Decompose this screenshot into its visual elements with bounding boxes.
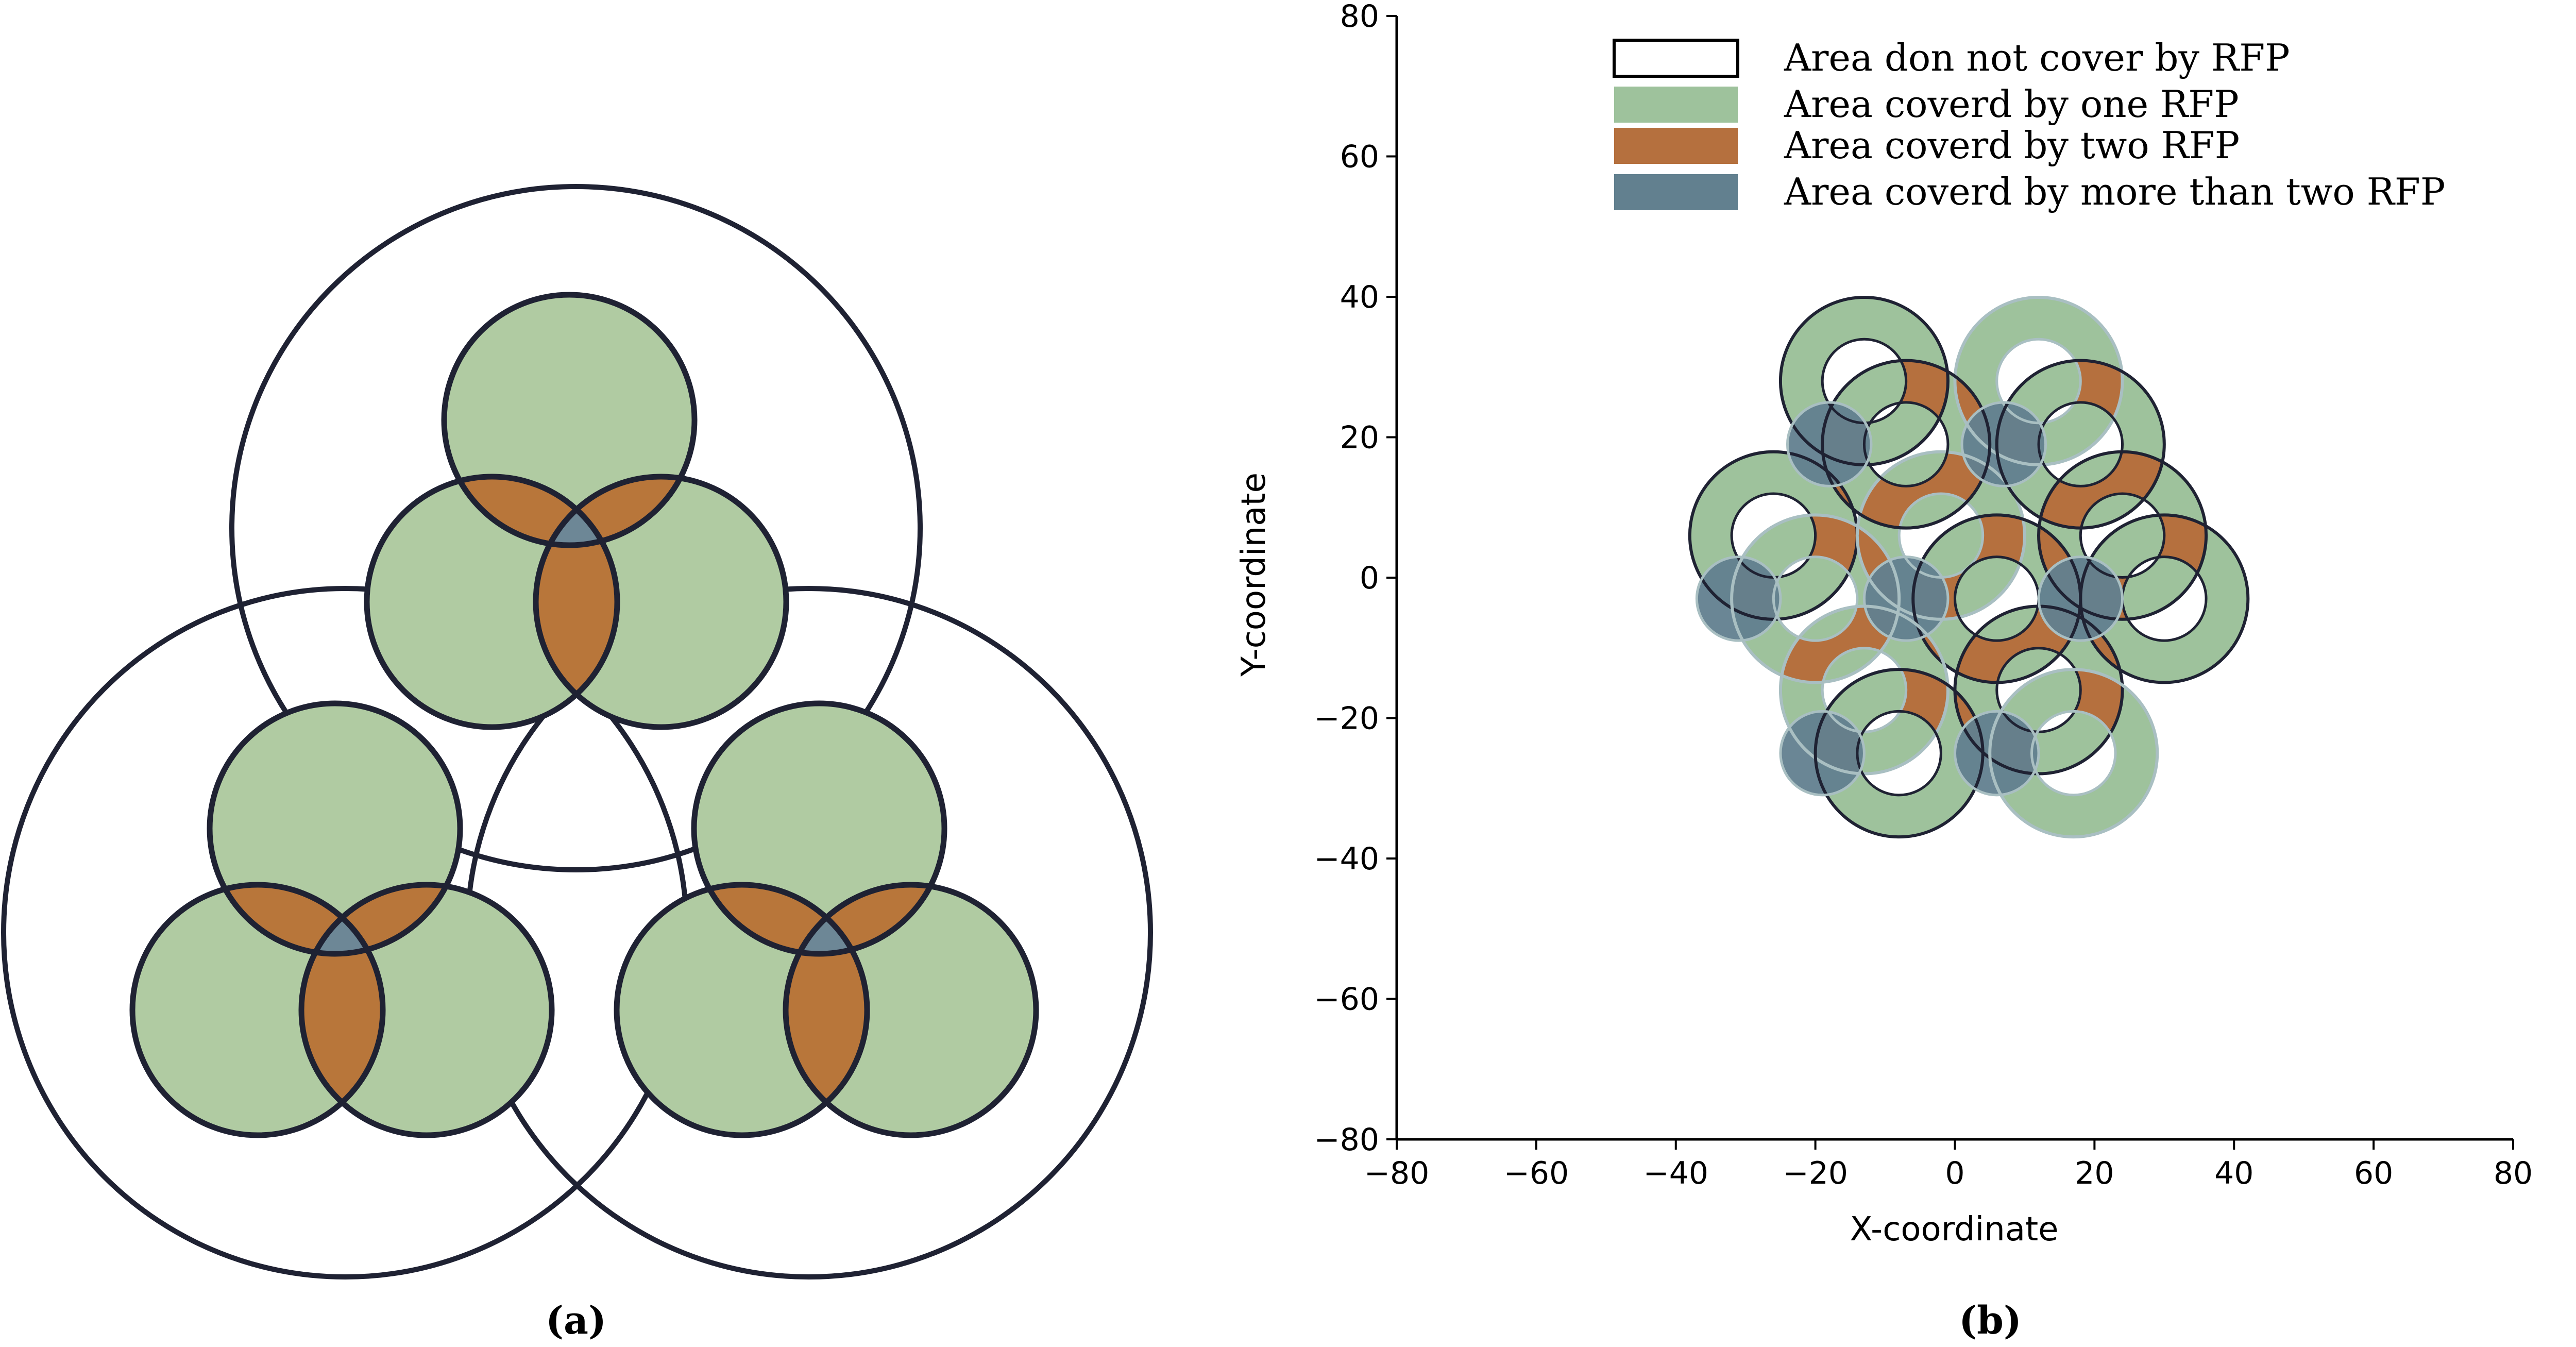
small-disk-outline (1954, 710, 2040, 797)
small-disk-outline (1862, 555, 1950, 642)
legend-label: Area coverd by more than two RFP (1784, 170, 2445, 213)
multi-coverage-disk (1780, 711, 1865, 795)
legend-swatch-orange (1614, 128, 1738, 164)
y-tick-label: −80 (1314, 1122, 1379, 1158)
legend-item: Area coverd by one RFP (1614, 82, 2239, 126)
rfp-circle-outline (441, 292, 698, 548)
rfp-circle-outline (129, 882, 386, 1138)
ring-inner-outline (2079, 492, 2166, 579)
double-coverage-area (1990, 669, 2123, 774)
ring-outer-outline (1995, 359, 2166, 530)
y-tick-label: −60 (1314, 982, 1379, 1018)
multi-coverage-disk (1955, 711, 2039, 795)
rfp-circle-outline (783, 882, 1039, 1138)
double-coverage-area (2080, 515, 2207, 619)
x-tick-label: 40 (2214, 1155, 2253, 1191)
ring-outer-outline (1814, 668, 1985, 839)
x-tick-label: −80 (1364, 1155, 1430, 1191)
double-coverage-area (1996, 360, 2123, 465)
x-tick-label: −60 (1504, 1155, 1569, 1191)
ring-outer-outline (1821, 359, 1992, 530)
rfp-circle-outline (691, 700, 947, 957)
y-tick-label: −40 (1314, 841, 1379, 877)
rfp-group-bottom-right (614, 700, 1039, 1138)
y-tick-label: 60 (1340, 139, 1379, 175)
ring-inner-outline (1856, 710, 1942, 797)
ring-inner-outline (1772, 555, 1859, 642)
small-disk-outline (2037, 555, 2124, 642)
legend-swatch-slate (1614, 174, 1738, 210)
legend-item: Area don not cover by RFP (1613, 36, 2290, 79)
rfp-circle-outline (364, 474, 620, 730)
panel-b-chart: −80−80 −60 −60 −40 −40 −20 −20 0 0 20 20 40 40 60 60 80… (1235, 0, 2533, 1249)
y-tick-label: 40 (1340, 279, 1379, 315)
small-disk-outline (1779, 710, 1866, 797)
ring-inner-outline (2030, 710, 2117, 797)
small-disk-outline (1695, 555, 1782, 642)
double-coverage-area (1815, 669, 1948, 774)
y-axis-label: Y-coordinate (1235, 473, 1273, 677)
outer-region-top (229, 184, 923, 872)
rfp-group-top (364, 292, 789, 730)
legend-label: Area don not cover by RFP (1784, 36, 2290, 79)
x-tick-label: −40 (1643, 1155, 1708, 1191)
legend-swatch-empty (1613, 39, 1739, 78)
x-tick-label: −20 (1783, 1155, 1848, 1191)
legend-label: Area coverd by one RFP (1784, 82, 2239, 126)
legend-item: Area coverd by two RFP (1614, 124, 2240, 167)
x-tick-label: 20 (2075, 1155, 2114, 1191)
legend-swatch-green (1614, 87, 1738, 123)
panel-a-caption: (a) (546, 1299, 606, 1343)
y-tick-label: −20 (1314, 701, 1379, 737)
panel-a (1, 184, 1153, 1279)
ring-outer-outline (1730, 513, 1901, 684)
ring-outer-outline (1988, 668, 2159, 839)
small-disk-outline (1786, 401, 1873, 487)
x-tick-label: 80 (2494, 1155, 2533, 1191)
small-disk-outline (1960, 401, 2047, 487)
rfp-circle-outline (298, 882, 555, 1138)
legend-item: Area coverd by more than two RFP (1614, 170, 2445, 213)
ring-outer-outline (1855, 450, 2026, 621)
rfp-circle-outline (207, 700, 463, 957)
x-tick-label: 60 (2354, 1155, 2393, 1191)
ring-inner-outline (1862, 401, 1950, 487)
x-tick-label: 0 (1945, 1155, 1964, 1191)
rfp-circle-outline (533, 474, 789, 730)
ring-outer-outline (1953, 295, 2124, 467)
ring-outer-outline (1778, 295, 1950, 467)
legend-label: Area coverd by two RFP (1784, 124, 2240, 167)
plot-area (1688, 295, 2250, 839)
y-tick-label: 0 (1360, 560, 1379, 596)
axes: −80−80 −60 −60 −40 −40 −20 −20 0 0 20 20 40 40 60 60 80… (1314, 0, 2533, 1191)
rfp-circle-outline (614, 882, 870, 1138)
y-tick-label: 80 (1340, 0, 1379, 35)
rfp-group-bottom-left (129, 700, 555, 1138)
double-coverage-area (1780, 606, 1900, 683)
x-axis-label: X-coordinate (1850, 1210, 2058, 1249)
panel-b-caption: (b) (1959, 1299, 2022, 1343)
y-tick-label: 20 (1340, 420, 1379, 456)
ring-inner-outline (2037, 401, 2124, 487)
double-coverage-area (1822, 360, 1948, 465)
